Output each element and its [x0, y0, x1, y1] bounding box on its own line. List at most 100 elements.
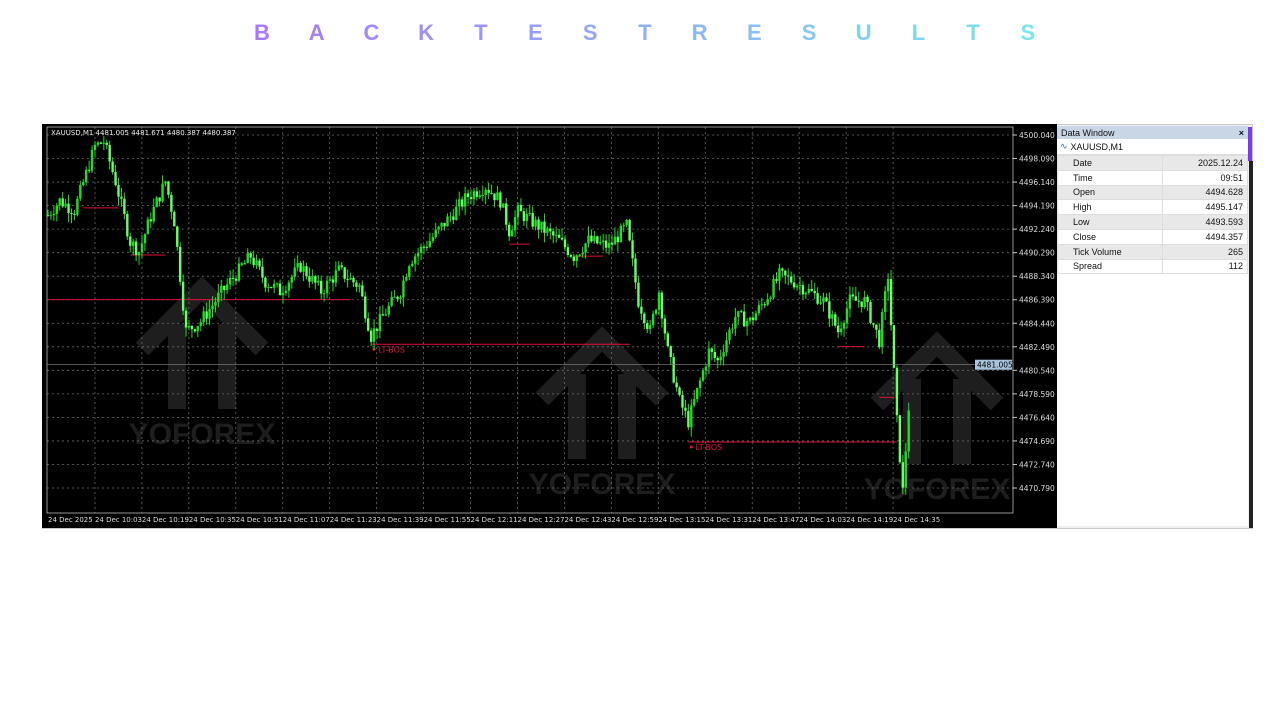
- candle-body: [875, 324, 878, 330]
- candle: [745, 317, 749, 336]
- candle-body: [469, 197, 473, 199]
- candle-body: [196, 326, 200, 332]
- candle-body: [745, 320, 749, 327]
- candle: [149, 212, 153, 229]
- candle-body: [337, 265, 341, 271]
- candle-body: [105, 142, 108, 145]
- candle: [452, 208, 455, 225]
- candle-body: [452, 216, 455, 220]
- candle: [140, 234, 144, 258]
- candle-body: [93, 144, 97, 150]
- y-tick-label: 4472.740: [1019, 460, 1055, 469]
- candle: [446, 213, 449, 227]
- candle-body: [543, 221, 546, 233]
- row-key: Time: [1057, 169, 1163, 186]
- candle: [199, 318, 202, 332]
- data-row: Open 4494.628: [1057, 184, 1248, 201]
- candle: [681, 390, 684, 416]
- candle: [246, 248, 249, 264]
- candle-body: [79, 184, 82, 199]
- candle-body: [554, 234, 558, 236]
- candle: [343, 266, 346, 283]
- y-tick-label: 4500.040: [1019, 131, 1055, 140]
- candle: [769, 295, 772, 302]
- candle-body: [601, 240, 605, 242]
- scrollbar-thumb[interactable]: [1248, 127, 1252, 161]
- candle: [693, 390, 696, 408]
- candle-body: [886, 279, 890, 292]
- x-tick-label: 24 Dec 10:03: [95, 516, 142, 524]
- candle: [272, 279, 276, 294]
- candle: [361, 280, 364, 298]
- candle-body: [205, 311, 208, 319]
- candle: [299, 260, 302, 274]
- y-tick-label: 4496.140: [1019, 178, 1055, 187]
- y-tick-label: 4476.640: [1019, 413, 1055, 422]
- candle-body: [795, 285, 799, 288]
- candle: [469, 189, 473, 205]
- candle: [340, 262, 343, 270]
- candle: [252, 250, 255, 269]
- row-value: 112: [1162, 258, 1248, 275]
- candle-body: [549, 228, 552, 232]
- candle-body: [73, 213, 76, 215]
- candle-body: [275, 283, 279, 285]
- candle: [481, 185, 484, 202]
- candle: [287, 280, 291, 298]
- candle-body: [590, 235, 593, 242]
- candle-body: [261, 266, 264, 278]
- candle: [416, 247, 420, 265]
- candle-body: [152, 207, 155, 222]
- candle-body: [67, 203, 70, 213]
- candle: [296, 255, 299, 272]
- candle-body: [61, 198, 64, 207]
- close-icon[interactable]: ×: [1238, 127, 1244, 138]
- row-value: 09:51: [1162, 169, 1248, 186]
- candle: [290, 274, 294, 289]
- candle: [270, 286, 273, 289]
- candle-body: [290, 276, 294, 283]
- x-tick-label: 24 Dec 12:11: [471, 516, 518, 524]
- candle-body: [669, 346, 672, 358]
- candle-body: [381, 314, 385, 316]
- candle: [810, 279, 813, 292]
- candle: [710, 347, 714, 361]
- candle: [607, 234, 611, 255]
- candle-body: [440, 222, 443, 227]
- candle: [648, 319, 652, 334]
- candle-body: [358, 285, 361, 287]
- candle: [584, 242, 587, 259]
- candle-body: [190, 325, 194, 330]
- candle-body: [901, 462, 905, 488]
- row-key: Spread: [1057, 258, 1163, 275]
- candle: [490, 184, 493, 195]
- x-tick-label: 24 Dec 13:47: [752, 516, 799, 524]
- candle-body: [898, 415, 902, 463]
- candle-body: [704, 366, 708, 371]
- price-chart[interactable]: YOFOREX YOFOREX YOFOREX 4500.040 4498.090 449…: [42, 124, 1057, 528]
- candle-body: [499, 192, 502, 208]
- candle: [484, 187, 487, 205]
- candle-body: [599, 241, 602, 244]
- candle: [716, 356, 719, 369]
- candle-body: [84, 169, 88, 183]
- y-tick-label: 4490.290: [1019, 249, 1055, 258]
- x-tick-label: 24 Dec 12:59: [611, 516, 658, 524]
- candle: [807, 283, 811, 295]
- title-letter: T: [638, 20, 652, 45]
- candle: [554, 226, 558, 243]
- scrollbar-track[interactable]: [1249, 161, 1253, 528]
- candle-body: [740, 311, 743, 313]
- candle-body: [267, 287, 270, 289]
- candle: [678, 385, 681, 397]
- candle: [90, 145, 94, 173]
- candle-body: [822, 297, 825, 303]
- candle: [601, 233, 605, 251]
- row-key: Date: [1057, 155, 1163, 171]
- candle: [87, 160, 91, 174]
- title-letter: C: [363, 20, 380, 45]
- candle: [214, 297, 217, 313]
- candle-body: [187, 325, 191, 328]
- candle: [319, 275, 323, 300]
- candle-body: [804, 292, 808, 295]
